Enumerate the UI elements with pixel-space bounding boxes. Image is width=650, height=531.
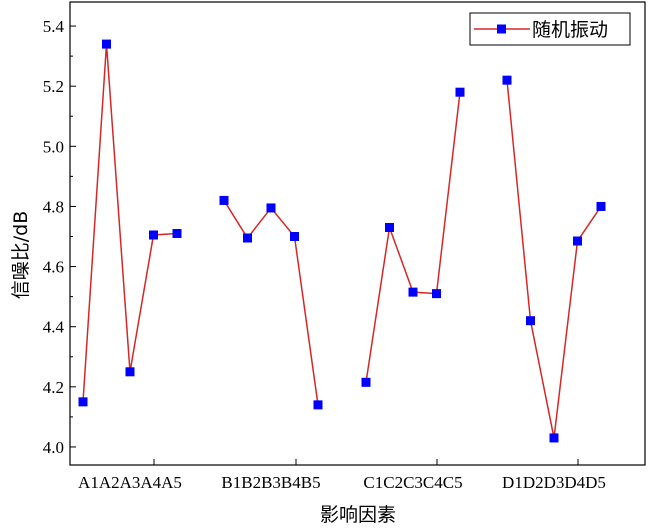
data-point	[243, 233, 252, 243]
y-tick-label: 4.8	[43, 197, 64, 216]
x-axis-category-labels: A1A2A3A4A5 B1B2B3B4B5 C1C2C3C4C5 D1D2D3D4D5	[78, 459, 606, 492]
series-markers	[78, 39, 606, 443]
data-point	[313, 400, 323, 410]
y-axis-ticks: 4.0 4.2 4.4 4.6 4.8 5.0 5.2 5.4	[43, 17, 76, 457]
x-category-label: B1B2B3B4B5	[221, 473, 320, 492]
data-point	[408, 287, 418, 297]
data-point	[502, 75, 512, 85]
legend: 随机振动	[469, 12, 631, 46]
data-point	[549, 433, 559, 443]
data-point	[78, 397, 88, 407]
y-tick-label: 4.2	[43, 378, 64, 397]
series-line-segment	[223, 200, 319, 405]
x-category-label: D1D2D3D4D5	[502, 473, 606, 492]
y-tick-label: 4.4	[43, 318, 65, 337]
plot-frame	[69, 1, 646, 466]
y-tick-label: 5.2	[43, 77, 64, 96]
data-point	[172, 229, 182, 238]
data-point	[149, 230, 158, 240]
legend-label: 随机振动	[532, 19, 608, 41]
data-point	[526, 316, 535, 326]
data-point	[432, 289, 441, 299]
y-axis-title: 信噪比/dB	[10, 211, 32, 300]
y-tick-label: 5.4	[43, 17, 65, 36]
series-line-segment	[506, 80, 602, 439]
data-point	[385, 222, 394, 232]
data-point	[573, 236, 582, 246]
y-tick-label: 5.0	[43, 137, 64, 156]
data-point	[290, 232, 299, 242]
x-category-label: C1C2C3C4C5	[363, 473, 462, 492]
series-line-segment	[365, 92, 461, 383]
data-point	[455, 87, 465, 97]
x-category-label: A1A2A3A4A5	[78, 473, 182, 492]
data-point	[102, 39, 111, 49]
legend-marker-sample	[497, 24, 506, 34]
y-tick-label: 4.0	[43, 438, 64, 457]
data-point	[219, 195, 229, 205]
x-axis-title: 影响因素	[320, 504, 396, 526]
data-point	[361, 377, 371, 387]
data-point	[125, 367, 135, 377]
series-lines	[82, 44, 602, 439]
y-tick-label: 4.6	[43, 258, 64, 277]
data-point	[596, 201, 606, 211]
data-point	[266, 203, 276, 213]
axes	[69, 1, 646, 466]
series-line-segment	[82, 44, 178, 402]
